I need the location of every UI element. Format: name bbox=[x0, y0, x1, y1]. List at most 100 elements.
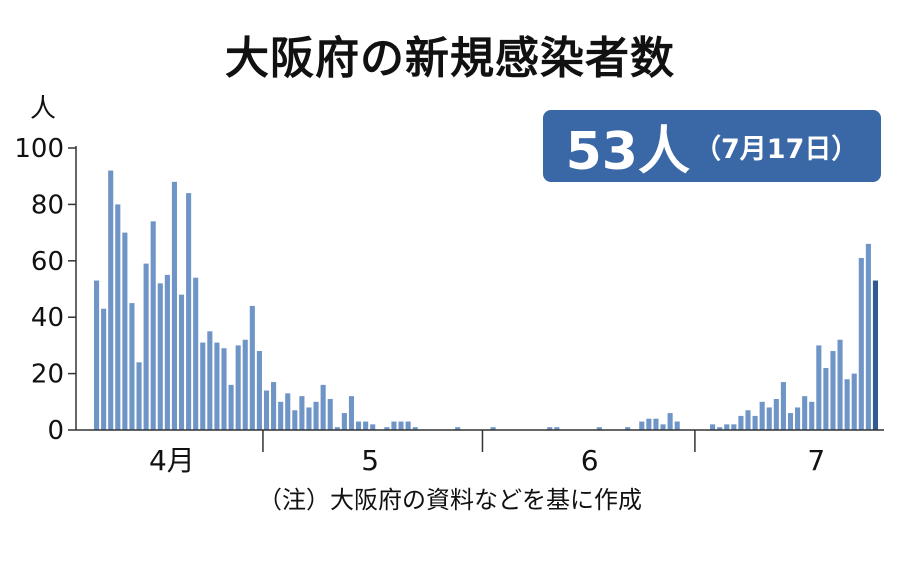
bar bbox=[235, 345, 241, 430]
bar bbox=[228, 384, 234, 430]
bar bbox=[178, 294, 185, 430]
bar bbox=[285, 393, 291, 430]
bar-series bbox=[94, 170, 879, 430]
bar bbox=[391, 421, 397, 430]
x-month-label: 7 bbox=[807, 444, 825, 477]
bar bbox=[780, 382, 786, 430]
bar bbox=[731, 424, 737, 430]
bar bbox=[851, 373, 857, 430]
latest-count-value: 53人 bbox=[565, 121, 690, 182]
source-note: （注）大阪府の資料などを基に作成 bbox=[258, 486, 642, 514]
bar bbox=[200, 342, 206, 430]
bar bbox=[646, 418, 652, 430]
bar bbox=[766, 407, 772, 430]
y-tick-label: 0 bbox=[47, 416, 64, 446]
bar bbox=[773, 398, 779, 430]
bar bbox=[157, 283, 163, 430]
bar bbox=[639, 421, 645, 430]
bar bbox=[759, 401, 765, 430]
bar bbox=[129, 303, 135, 430]
x-month-label: 6 bbox=[581, 444, 599, 477]
y-axis-ticks: 100 80 60 40 20 0 bbox=[14, 134, 64, 446]
y-tick-label: 80 bbox=[31, 190, 64, 220]
bar bbox=[752, 415, 758, 430]
bar bbox=[150, 221, 156, 430]
bar bbox=[186, 193, 192, 430]
bar bbox=[795, 407, 801, 430]
bar bbox=[787, 413, 794, 430]
bar bbox=[122, 232, 128, 430]
bar bbox=[249, 305, 255, 430]
bar bbox=[327, 398, 333, 430]
bar bbox=[710, 424, 716, 430]
bar bbox=[164, 274, 170, 430]
bar bbox=[844, 379, 850, 430]
bar bbox=[292, 410, 298, 430]
bar bbox=[412, 427, 418, 430]
chart-title: 大阪府の新規感染者数 bbox=[225, 33, 675, 84]
bar bbox=[554, 427, 560, 430]
bar bbox=[717, 427, 723, 430]
bar bbox=[363, 421, 369, 430]
bar bbox=[745, 410, 751, 430]
bar bbox=[299, 396, 305, 430]
latest-count-date: （7月17日） bbox=[694, 133, 859, 165]
bar bbox=[242, 339, 248, 430]
bar bbox=[271, 382, 277, 430]
bar bbox=[306, 407, 312, 430]
y-tick-label: 20 bbox=[31, 360, 64, 390]
x-month-label: 5 bbox=[361, 444, 379, 477]
bar bbox=[256, 351, 262, 430]
bar bbox=[334, 427, 340, 430]
bar bbox=[171, 181, 177, 430]
y-tick-label: 40 bbox=[31, 303, 64, 333]
bar bbox=[547, 427, 553, 430]
x-month-label: 4月 bbox=[149, 444, 195, 477]
bar bbox=[356, 421, 362, 430]
bar bbox=[278, 401, 284, 430]
bar bbox=[136, 362, 142, 430]
bar bbox=[455, 427, 461, 430]
latest-count-badge: 53人 （7月17日） bbox=[543, 110, 881, 182]
y-axis-unit: 人 bbox=[30, 94, 57, 124]
bar bbox=[625, 427, 631, 430]
bar bbox=[830, 351, 836, 430]
y-axis-tick-marks bbox=[68, 146, 77, 431]
y-tick-label: 60 bbox=[31, 247, 64, 277]
bar bbox=[837, 339, 843, 430]
bar bbox=[660, 424, 666, 430]
bar bbox=[674, 421, 680, 430]
bar bbox=[667, 413, 673, 430]
bar bbox=[348, 396, 355, 430]
bar bbox=[858, 257, 864, 430]
bar bbox=[108, 170, 114, 430]
bar bbox=[101, 308, 107, 430]
bar bbox=[809, 401, 815, 430]
bar bbox=[596, 427, 602, 430]
bar bbox=[872, 280, 879, 430]
bar bbox=[865, 243, 871, 430]
bar bbox=[802, 396, 808, 430]
bar bbox=[384, 427, 390, 430]
bar bbox=[207, 331, 213, 430]
bar bbox=[490, 427, 496, 430]
bar bbox=[653, 418, 659, 430]
bar bbox=[738, 415, 744, 430]
bar bbox=[823, 367, 829, 430]
y-tick-label: 100 bbox=[14, 134, 64, 164]
bar bbox=[724, 424, 730, 430]
bar bbox=[214, 342, 220, 430]
bar bbox=[143, 263, 149, 430]
bar bbox=[370, 424, 376, 430]
bar bbox=[398, 421, 404, 430]
bar bbox=[221, 348, 227, 430]
bar bbox=[94, 280, 100, 430]
bar bbox=[341, 413, 347, 430]
bar bbox=[115, 204, 121, 430]
bar bbox=[405, 421, 411, 430]
x-axis: 4月 5 6 7 bbox=[76, 429, 884, 477]
bar bbox=[193, 277, 199, 430]
bar bbox=[313, 401, 319, 430]
bar bbox=[263, 390, 270, 430]
